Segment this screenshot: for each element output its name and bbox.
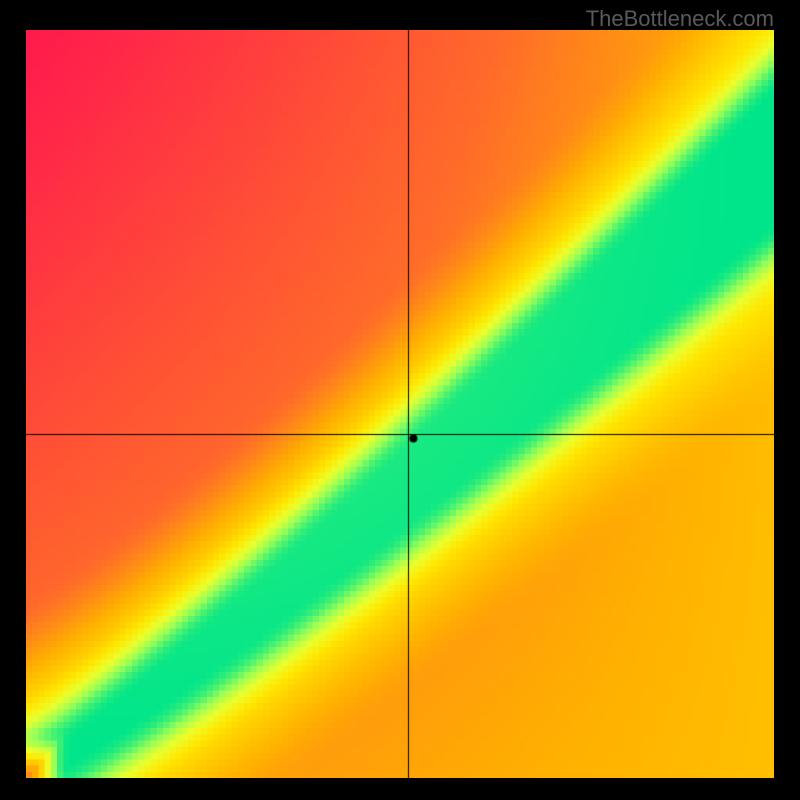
watermark-text: TheBottleneck.com [586, 6, 774, 32]
figure-container: TheBottleneck.com [0, 0, 800, 800]
heatmap-canvas [26, 30, 774, 778]
